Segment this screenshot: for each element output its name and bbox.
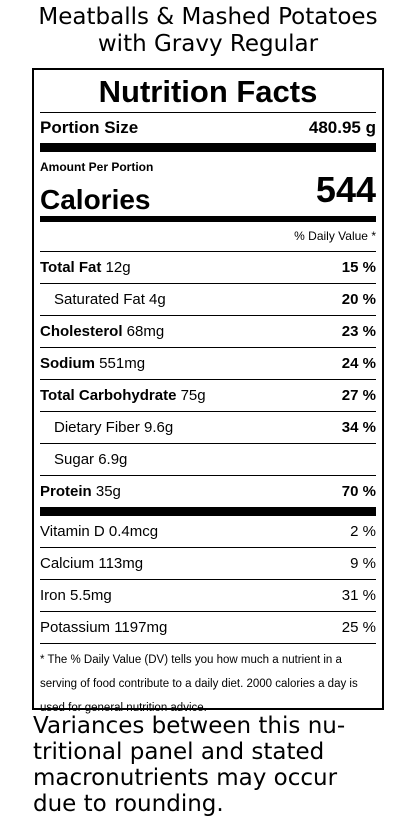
nutrient-amount: 35g (91, 483, 121, 500)
daily-value-header: % Daily Value * (40, 222, 376, 252)
nutrient-name: Total Carbohydrate (40, 387, 177, 404)
nutrient-row-cholesterol: Cholesterol 68mg 23 % (40, 316, 376, 348)
portion-size-value: 480.95 g (308, 118, 376, 137)
nutrient-dv: 70 % (341, 483, 376, 500)
nutrient-dv: 27 % (341, 387, 376, 404)
vitamin-dv: 25 % (341, 619, 376, 636)
nutrient-dv: 23 % (341, 323, 376, 340)
nutrient-name: Total Fat (40, 259, 102, 276)
nutrient-row-total-fat: Total Fat 12g 15 % (40, 252, 376, 284)
nutrient-row-sodium: Sodium 551mg 24 % (40, 348, 376, 380)
nutrient-amount: 12g (101, 259, 131, 276)
nutrient-amount: 4g (144, 291, 166, 308)
nutrient-name: Saturated Fat (54, 291, 145, 308)
vitamin-name: Calcium (40, 555, 95, 572)
medium-divider (40, 216, 376, 222)
vitamin-name: Potassium (40, 619, 111, 636)
vitamin-amount: 1197mg (110, 619, 168, 636)
product-title: Meatballs & Mashed Potatoes with Gravy R… (0, 4, 416, 58)
vitamin-name: Vitamin D (40, 523, 105, 540)
thick-divider (40, 143, 376, 152)
vitamin-row-potassium: Potassium 1197mg 25 % (40, 612, 376, 643)
portion-size-label: Portion Size (40, 118, 139, 137)
calories-value: 544 (315, 169, 376, 210)
rounding-variance-note: Variances between this nu- tritional pan… (33, 713, 373, 817)
vitamin-dv: 31 % (341, 587, 376, 604)
vitamin-amount: 0.4mcg (104, 523, 159, 540)
nutrient-amount: 68mg (122, 323, 165, 340)
nutrient-row-protein: Protein 35g 70 % (40, 476, 376, 507)
nutrient-row-dietary-fiber: Dietary Fiber 9.6g 34 % (40, 412, 376, 444)
nutrient-name: Cholesterol (40, 323, 123, 340)
nutrient-name: Sodium (40, 355, 95, 372)
vitamin-row-calcium: Calcium 113mg 9 % (40, 548, 376, 580)
vitamin-amount: 113mg (94, 555, 144, 572)
nutrient-amount: 75g (176, 387, 206, 404)
nutrient-dv: 15 % (341, 259, 376, 276)
vitamin-dv: 2 % (350, 523, 376, 540)
note-line: Variances between this nu- (33, 713, 346, 739)
calories-row: Calories 544 (40, 170, 376, 216)
nutrient-dv: 24 % (341, 355, 376, 372)
portion-size-row: Portion Size 480.95 g (40, 113, 376, 143)
nutrient-row-saturated-fat: Saturated Fat 4g 20 % (40, 284, 376, 316)
nutrition-label: Nutrition Facts Portion Size 480.95 g Am… (32, 68, 384, 714)
vitamin-row-vitamin-d: Vitamin D 0.4mcg 2 % (40, 516, 376, 548)
note-line: due to rounding. (33, 791, 224, 817)
vitamin-row-iron: Iron 5.5mg 31 % (40, 580, 376, 612)
thick-divider (40, 507, 376, 516)
nutrient-dv: 20 % (341, 291, 376, 308)
product-title-line2: with Gravy Regular (97, 31, 319, 57)
nutrient-name: Protein (40, 483, 92, 500)
note-line: macronutrients may occur (33, 765, 338, 791)
nutrient-amount: 6.9g (94, 451, 128, 468)
nutrient-name: Sugar (54, 451, 95, 468)
amount-per-portion: Amount Per Portion (40, 160, 154, 174)
nutrient-row-total-carbohydrate: Total Carbohydrate 75g 27 % (40, 380, 376, 412)
daily-value-footnote: * The % Daily Value (DV) tells you how m… (40, 643, 376, 720)
nutrient-amount: 551mg (95, 355, 146, 372)
product-title-line1: Meatballs & Mashed Potatoes (38, 4, 378, 30)
vitamin-name: Iron (40, 587, 66, 604)
nutrient-name: Dietary Fiber (54, 419, 140, 436)
calories-label: Calories (40, 184, 151, 215)
nutrient-row-sugar: Sugar 6.9g (40, 444, 376, 476)
nutrient-dv: 34 % (341, 419, 376, 436)
vitamin-dv: 9 % (350, 555, 376, 572)
nutrition-facts-heading: Nutrition Facts (40, 72, 376, 113)
vitamin-amount: 5.5mg (65, 587, 112, 604)
note-line: tritional panel and stated (33, 739, 325, 765)
nutrient-amount: 9.6g (139, 419, 174, 436)
